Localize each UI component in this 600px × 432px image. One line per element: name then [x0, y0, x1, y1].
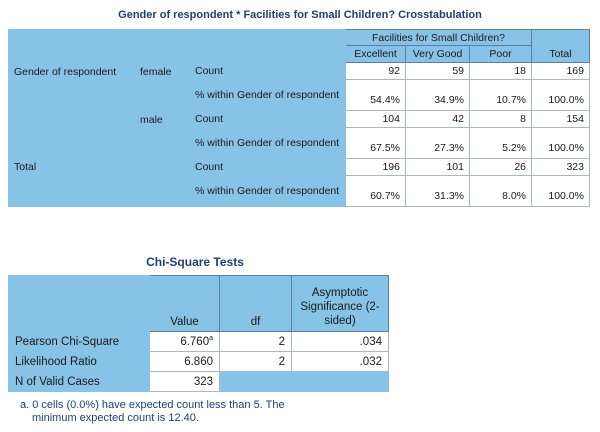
cell-male-total-pct: 100.0% — [531, 127, 590, 159]
pct-label: % within Gender of respondent — [189, 127, 346, 159]
chisq-sig: .034 — [291, 331, 389, 352]
cell-male-excellent-count: 104 — [345, 110, 406, 128]
pct-label: % within Gender of respondent — [189, 79, 346, 111]
row-label-total: Total — [8, 158, 190, 176]
crosstab-title: Gender of respondent * Facilities for Sm… — [118, 9, 482, 21]
cell-female-verygood-count: 59 — [405, 62, 470, 80]
chisq-df-empty — [219, 371, 292, 392]
cell-female-poor-count: 18 — [469, 62, 532, 80]
cell-female-verygood-pct: 34.9% — [405, 79, 470, 111]
footnote-line-1: a. 0 cells (0.0%) have expected count le… — [20, 399, 285, 411]
cell-male-excellent-pct: 67.5% — [345, 127, 406, 159]
chisq-value-text: 6.760 — [180, 335, 210, 348]
chisq-value: 323 — [149, 371, 220, 392]
crosstab-corner — [8, 29, 346, 63]
chisq-table: Value df Asymptotic Significance (2-side… — [8, 275, 389, 392]
count-label: Count — [189, 110, 346, 128]
cell-male-poor-count: 8 — [469, 110, 532, 128]
cell-total-verygood-pct: 31.3% — [405, 175, 470, 207]
chisq-row-label: Likelihood Ratio — [8, 351, 150, 372]
col-header-total: Total — [531, 29, 590, 63]
row-group-female: female — [134, 62, 190, 111]
cell-female-total-pct: 100.0% — [531, 79, 590, 111]
chisq-header-value: Value — [149, 275, 220, 332]
chisq-df: 2 — [219, 351, 292, 372]
chisq-sig: .032 — [291, 351, 389, 372]
count-label: Count — [189, 62, 346, 80]
cell-total-excellent-pct: 60.7% — [345, 175, 406, 207]
row-label-total-blank — [8, 175, 190, 207]
cell-female-total-count: 169 — [531, 62, 590, 80]
footnote-marker: a — [209, 334, 213, 342]
col-header-excellent: Excellent — [345, 45, 406, 63]
col-header-very-good: Very Good — [405, 45, 470, 63]
cell-female-poor-pct: 10.7% — [469, 79, 532, 111]
chisq-df: 2 — [219, 331, 292, 352]
cell-total-total-count: 323 — [531, 158, 590, 176]
col-group-header: Facilities for Small Children? — [345, 29, 532, 46]
cell-total-total-pct: 100.0% — [531, 175, 590, 207]
count-label: Count — [189, 158, 346, 176]
pct-label: % within Gender of respondent — [189, 175, 346, 207]
chisq-header-sig: Asymptotic Significance (2-sided) — [291, 275, 389, 332]
chisq-row-label: N of Valid Cases — [8, 371, 150, 392]
cell-total-poor-pct: 8.0% — [469, 175, 532, 207]
cell-male-verygood-count: 42 — [405, 110, 470, 128]
cell-total-excellent-count: 196 — [345, 158, 406, 176]
chisq-row-label: Pearson Chi-Square — [8, 331, 150, 352]
chisq-value: 6.760a — [149, 331, 220, 352]
cell-female-excellent-pct: 54.4% — [345, 79, 406, 111]
chisq-sig-empty — [291, 371, 389, 392]
cell-total-verygood-count: 101 — [405, 158, 470, 176]
crosstab-table: Facilities for Small Children? Total Exc… — [8, 29, 590, 207]
chisq-header-df: df — [219, 275, 292, 332]
row-group-male: male — [134, 110, 190, 159]
cell-total-poor-count: 26 — [469, 158, 532, 176]
chisq-title: Chi-Square Tests — [146, 255, 244, 269]
col-header-poor: Poor — [469, 45, 532, 63]
row-label-gender: Gender of respondent — [8, 62, 135, 159]
chisq-value: 6.860 — [149, 351, 220, 372]
cell-male-total-count: 154 — [531, 110, 590, 128]
chisq-corner — [8, 275, 150, 332]
cell-male-poor-pct: 5.2% — [469, 127, 532, 159]
chisq-footnote: a. 0 cells (0.0%) have expected count le… — [20, 399, 350, 425]
cell-male-verygood-pct: 27.3% — [405, 127, 470, 159]
cell-female-excellent-count: 92 — [345, 62, 406, 80]
footnote-line-2: minimum expected count is 12.40. — [32, 412, 199, 424]
